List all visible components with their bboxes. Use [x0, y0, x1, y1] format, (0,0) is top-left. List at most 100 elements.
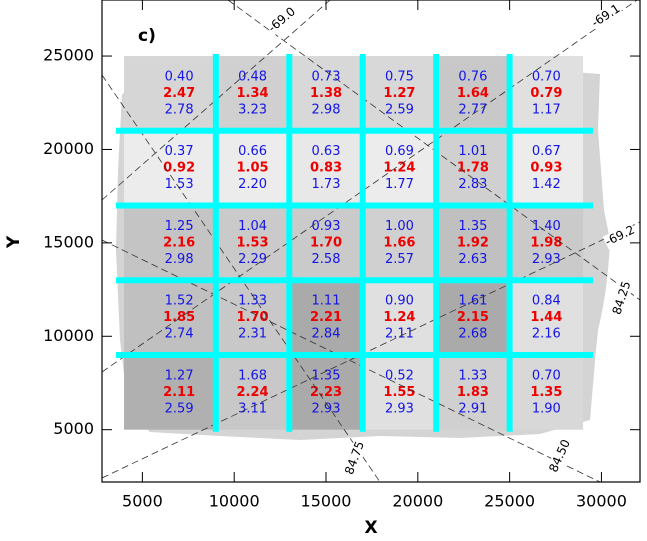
contour-label: 84.50	[546, 437, 573, 474]
cell-value: 1.40	[532, 219, 561, 234]
cell-value: 1.53	[237, 235, 269, 250]
cell	[509, 280, 584, 355]
cell	[215, 280, 290, 355]
cell-value: 0.37	[165, 144, 194, 159]
cell-value: 2.74	[165, 327, 194, 342]
cell-value: 0.70	[532, 69, 561, 84]
cell-value: 1.35	[458, 219, 487, 234]
cell	[509, 130, 584, 206]
cell-value: 1.35	[312, 368, 341, 383]
cell-value: 0.75	[385, 69, 414, 84]
panel-label: c)	[138, 26, 156, 46]
cell-value: 2.11	[163, 385, 195, 400]
cell	[362, 280, 437, 355]
cell	[362, 205, 437, 281]
cell-value: 1.44	[530, 310, 562, 325]
cell-value: 1.42	[532, 177, 561, 192]
y-tick-label: 25000	[43, 46, 94, 65]
cell-value: 0.52	[385, 368, 414, 383]
cell-value: 1.70	[237, 310, 269, 325]
cell-value: 1.33	[458, 368, 487, 383]
cell-value: 1.55	[383, 385, 415, 400]
contour-label-bg	[547, 438, 573, 474]
cell-value: 1.24	[383, 161, 415, 176]
contour-line	[102, 221, 640, 479]
cell	[215, 205, 290, 281]
cell	[289, 205, 363, 281]
y-axis-label: Y	[4, 235, 24, 249]
cell-value: 1.52	[165, 294, 194, 309]
cell-value: 0.66	[238, 144, 267, 159]
cell-value: 0.83	[310, 161, 342, 176]
cell-value: 2.57	[385, 252, 414, 267]
cell	[215, 354, 290, 430]
cell	[436, 130, 510, 206]
cell	[289, 280, 363, 355]
x-tick-label: 10000	[209, 492, 260, 511]
cell-value: 1.78	[457, 161, 489, 176]
cell-value: 1.64	[457, 86, 489, 101]
cell-value: 0.48	[238, 69, 267, 84]
cell-value: 2.68	[458, 327, 487, 342]
cell-value: 2.21	[310, 310, 342, 325]
cell-value: 1.53	[165, 177, 194, 192]
contour-label-bg	[602, 222, 638, 250]
cell-value: 1.00	[385, 219, 414, 234]
cell	[124, 130, 216, 206]
cell-value: 1.68	[238, 368, 267, 383]
cell-value: 2.59	[385, 102, 414, 117]
cells: 0.402.472.780.481.343.230.731.382.980.75…	[124, 56, 584, 430]
cell-value: 1.66	[383, 235, 415, 250]
cell-value: 1.90	[532, 401, 561, 416]
contour-line	[102, 0, 331, 201]
contour-label: 84.25	[610, 279, 634, 316]
cell-value: 2.16	[163, 235, 195, 250]
cell-value: 1.01	[458, 144, 487, 159]
cell-value: 2.98	[312, 102, 341, 117]
cell-value: 2.93	[312, 401, 341, 416]
cell	[124, 205, 216, 281]
y-tick-label: 5000	[53, 419, 94, 438]
cell	[289, 130, 363, 206]
cell	[124, 56, 216, 131]
cell-value: 1.92	[457, 235, 489, 250]
contour-label-bg	[342, 440, 368, 476]
cell-value: 1.34	[237, 86, 269, 101]
cell-value: 2.15	[457, 310, 489, 325]
cell-value: 0.76	[458, 69, 487, 84]
x-tick-label: 30000	[576, 492, 627, 511]
cell-value: 2.91	[458, 401, 487, 416]
cell	[362, 130, 437, 206]
cell-value: 1.05	[237, 161, 269, 176]
cell-value: 1.70	[310, 235, 342, 250]
axes: 5000 10000 15000 20000 25000 30000 5000 10000 15…	[43, 0, 640, 511]
cell-value: 1.35	[530, 385, 562, 400]
cell-value: 1.98	[530, 235, 562, 250]
cell-value: 2.93	[532, 252, 561, 267]
cell-value: 1.27	[383, 86, 415, 101]
cell-value: 1.27	[165, 368, 194, 383]
plot-frame	[101, 0, 641, 483]
cell-value: 0.63	[312, 144, 341, 159]
y-tick-label: 10000	[43, 326, 94, 345]
cell	[436, 354, 510, 430]
cell-value: 2.23	[310, 385, 342, 400]
cell-value: 0.79	[530, 86, 562, 101]
cell-value: 0.92	[163, 161, 195, 176]
x-tick-label: 20000	[392, 492, 443, 511]
cell-value: 2.29	[238, 252, 267, 267]
cell	[436, 280, 510, 355]
cell	[436, 56, 510, 131]
cell-value: 1.04	[238, 219, 267, 234]
dividers	[116, 54, 594, 432]
cell	[509, 56, 584, 131]
cell-value: 0.40	[165, 69, 194, 84]
cell-value: 0.69	[385, 144, 414, 159]
cell-value: 2.77	[458, 102, 487, 117]
cell	[124, 354, 216, 430]
cell-value: 2.11	[385, 327, 414, 342]
cell-value: 3.11	[238, 401, 267, 416]
x-tick-label: 25000	[484, 492, 535, 511]
contour-label-bg	[610, 280, 634, 316]
